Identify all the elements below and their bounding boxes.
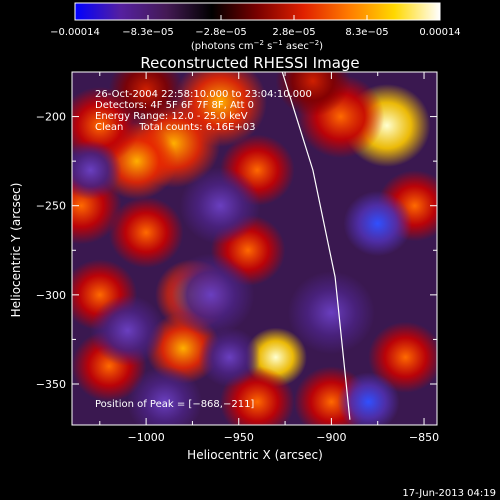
annotation-energy: Energy Range: 12.0 - 25.0 keV	[95, 111, 248, 122]
colorbar	[75, 3, 440, 20]
y-tick-label: −300	[36, 289, 66, 302]
plot-frame	[71, 71, 438, 426]
y-tick-label: −350	[36, 378, 66, 391]
negative-blob	[90, 294, 165, 367]
emission-blob	[108, 72, 184, 126]
annotation-detectors: Detectors: 4F 5F 6F 7F 8F, Att 0	[95, 100, 254, 111]
colorbar-tick-label: −0.00014	[50, 27, 100, 38]
colorbar-tick-label: −2.8e−05	[195, 27, 247, 38]
colorbar-frame	[74, 2, 441, 21]
x-tick-label: −950	[224, 431, 254, 444]
colorbar-tick-label: −8.3e−05	[122, 27, 174, 38]
negative-blob	[167, 253, 255, 337]
x-tick-label: −1000	[128, 431, 165, 444]
emission-blob	[368, 321, 437, 393]
colorbar-tick-label: 2.8e−05	[272, 27, 315, 38]
solar-limb-line	[281, 72, 351, 420]
colorbar-tick-label: 0.00014	[419, 27, 460, 38]
colorbar-unit-label: (photons cm−2 s−1 asec−2)	[191, 39, 323, 52]
negative-blob	[198, 327, 261, 387]
heatmap-image	[72, 72, 437, 425]
chart-title: Reconstructed RHESSI Image	[140, 54, 359, 72]
annotation-peak: Position of Peak = [−868,−211]	[95, 399, 254, 410]
negative-blob	[127, 366, 202, 425]
annotation-time: 26-Oct-2004 22:58:10.000 to 23:04:10.000	[95, 89, 312, 100]
emission-blob	[108, 196, 184, 269]
x-tick-label: −850	[409, 431, 439, 444]
y-axis-label: Heliocentric Y (arcsec)	[9, 183, 23, 318]
y-tick-label: −200	[36, 111, 66, 124]
negative-blob	[337, 372, 400, 425]
emission-blob	[275, 72, 351, 117]
x-axis-label: Heliocentric X (arcsec)	[187, 448, 323, 462]
footer-date: 17-Jun-2013 04:19	[402, 488, 496, 499]
negative-blob	[72, 140, 122, 200]
x-tick-label: −900	[316, 431, 346, 444]
negative-blob	[179, 167, 261, 245]
negative-blob	[287, 271, 375, 355]
annotation-clean: Clean Total counts: 6.16E+03	[95, 122, 255, 133]
y-tick-label: −250	[36, 200, 66, 213]
axis-ticks: −1000 −950 −900 −850 −200 −250 −300 −350	[36, 71, 439, 444]
colorbar-tick-label: 8.3e−05	[345, 27, 388, 38]
colorbar-ticks: −0.00014 −8.3e−05 −2.8e−05 2.8e−05 8.3e−05 0.…	[50, 15, 461, 38]
negative-blob	[343, 190, 412, 257]
